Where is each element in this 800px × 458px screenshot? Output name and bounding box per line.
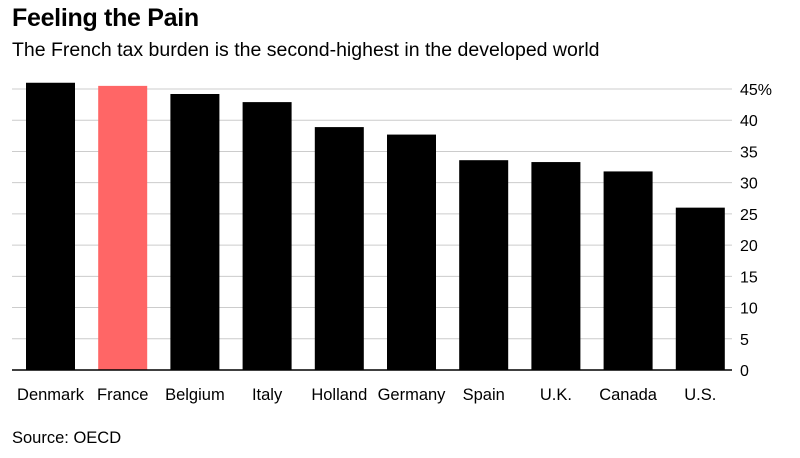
bar-spain	[459, 160, 509, 370]
category-label: Belgium	[165, 386, 225, 404]
category-label: Canada	[599, 386, 658, 404]
category-labels: Denmark France Belgium Italy Holland Germany S…	[17, 386, 716, 404]
category-label: Denmark	[17, 386, 85, 404]
bar-u-s	[675, 207, 725, 370]
bar-belgium	[170, 93, 220, 371]
bars	[26, 82, 725, 371]
y-tick-label: 35	[740, 144, 758, 161]
y-tick-label: 30	[740, 176, 758, 193]
bar-germany	[387, 134, 436, 370]
y-tick-label: 0	[740, 363, 749, 380]
y-tick-labels: 0 5 10 15 20 25 30 35 40 45%	[740, 82, 772, 380]
category-label: Germany	[378, 386, 447, 404]
y-tick-label: 25	[740, 207, 758, 224]
category-label: Spain	[463, 386, 505, 404]
category-label: U.K.	[540, 386, 572, 404]
y-tick-label: 15	[740, 269, 758, 286]
y-tick-label: 5	[740, 332, 749, 349]
bar-denmark	[26, 82, 75, 370]
bar-france	[98, 85, 148, 370]
bar-italy	[242, 102, 292, 370]
chart-title: Feeling the Pain	[12, 4, 199, 32]
y-tick-label: 10	[740, 301, 758, 318]
chart-subtitle: The French tax burden is the second-high…	[12, 39, 600, 61]
source-note: Source: OECD	[12, 429, 122, 447]
bar-holland	[314, 127, 364, 370]
category-label: U.S.	[684, 386, 716, 404]
category-label: France	[97, 386, 148, 404]
y-tick-label: 45%	[740, 82, 772, 99]
y-tick-label: 40	[740, 113, 758, 130]
category-label: Italy	[252, 386, 283, 404]
bar-u-k	[531, 162, 581, 370]
y-tick-label: 20	[740, 238, 758, 255]
bar-canada	[603, 171, 653, 370]
category-label: Holland	[311, 386, 367, 404]
